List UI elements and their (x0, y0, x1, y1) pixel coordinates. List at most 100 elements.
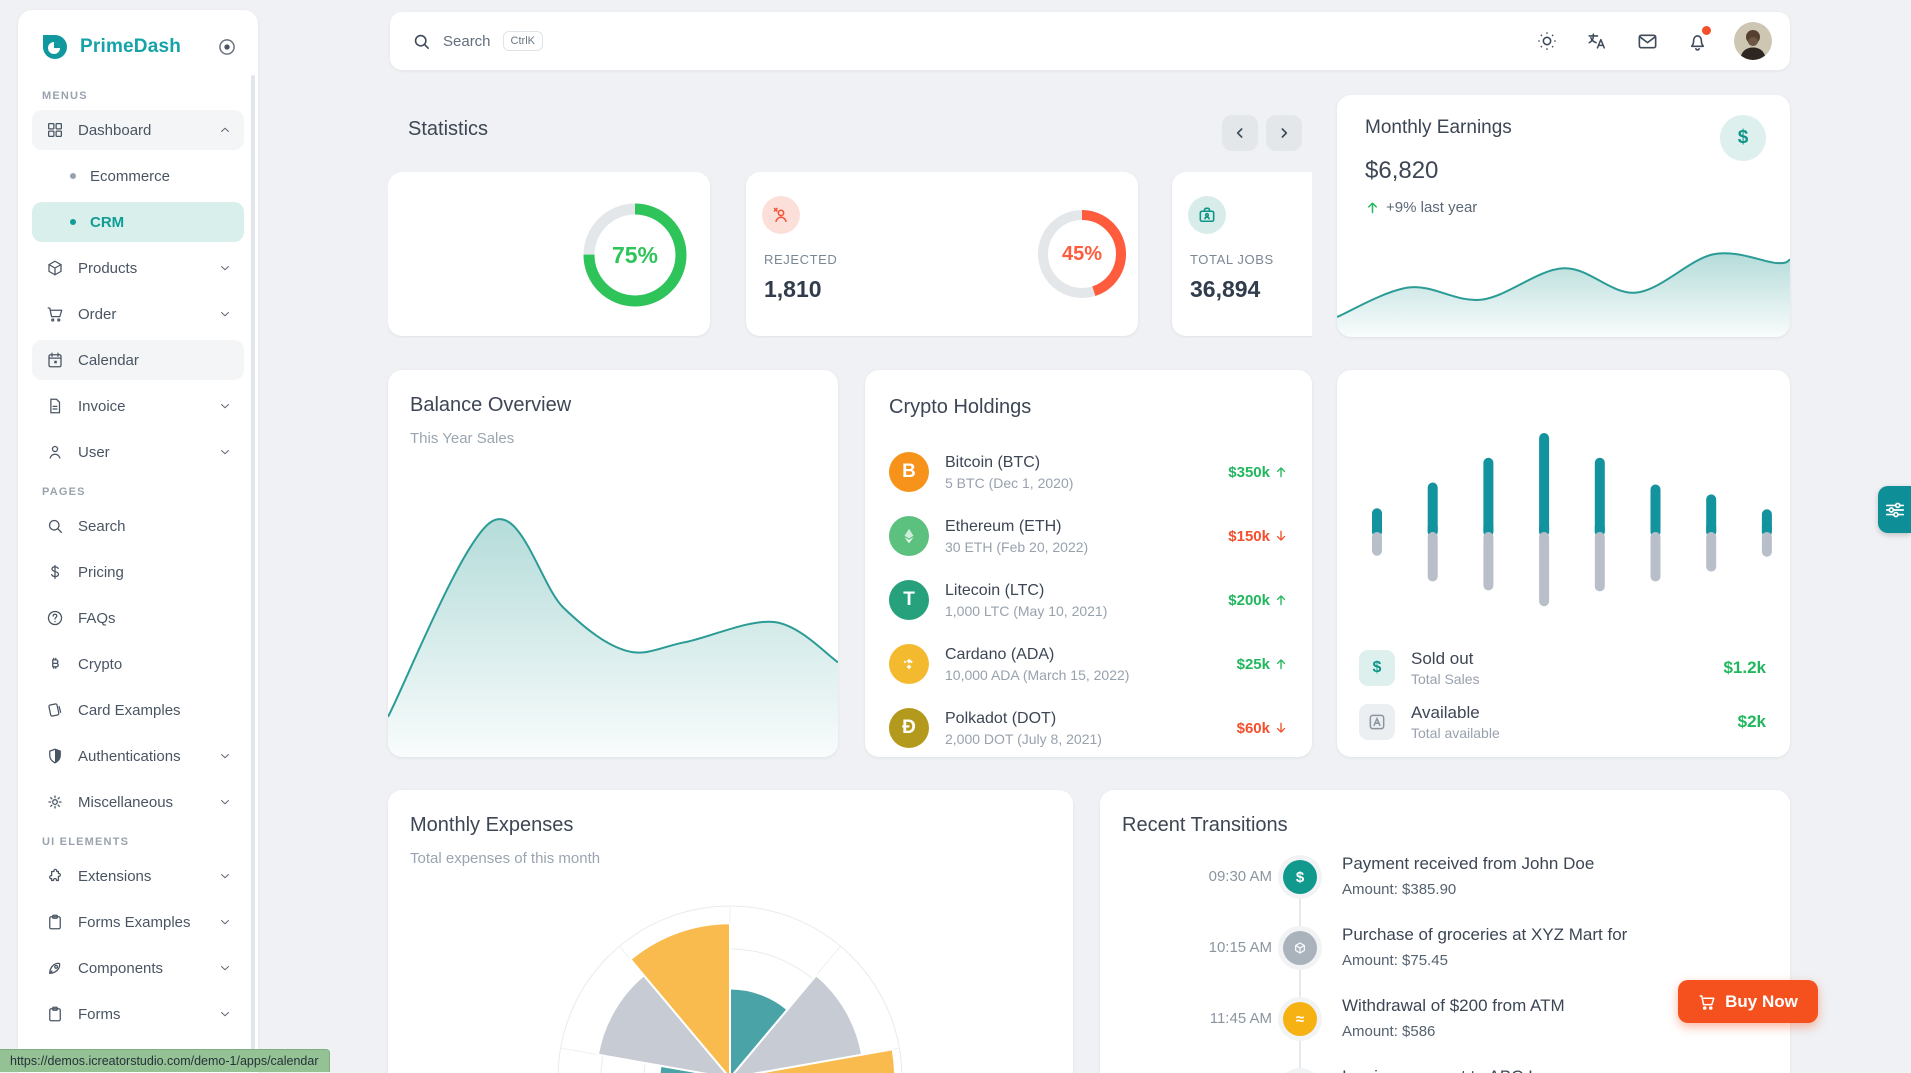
sidebar-menu: MENUS Dashboard Ecommerce CRM Products Order C… (32, 90, 244, 1034)
transition-dollar-icon: $ (1283, 860, 1317, 894)
crypto-value: $25k (1237, 656, 1288, 673)
stat-card-rejected: REJECTED 1,810 45% (746, 172, 1138, 336)
sidebar-item-extensions[interactable]: Extensions (32, 856, 244, 896)
user-icon (46, 443, 64, 461)
crypto-value: $200k (1228, 592, 1288, 609)
global-search[interactable]: Search CtrlK (412, 31, 1530, 51)
sidebar-toggle-icon[interactable] (216, 36, 238, 58)
sidebar-item-crm[interactable]: CRM (32, 202, 244, 242)
inventory-bar-chart (1372, 433, 1772, 607)
file-icon (46, 397, 64, 415)
sidebar-item-products[interactable]: Products (32, 248, 244, 288)
carousel-prev-button[interactable] (1222, 115, 1258, 151)
sidebar-item-pricing[interactable]: Pricing (32, 552, 244, 592)
crypto-row-cardano[interactable]: Cardano (ADA) 10,000 ADA (March 15, 2022)… (889, 632, 1288, 696)
statistics-title: Statistics (408, 118, 489, 140)
avatar[interactable] (1734, 22, 1772, 60)
bullet-icon (70, 219, 76, 225)
sidebar-item-ecommerce[interactable]: Ecommerce (32, 156, 244, 196)
theme-icon[interactable] (1530, 24, 1564, 58)
section-label: PAGES (42, 486, 86, 498)
chevron-down-icon (218, 399, 232, 413)
clipboard-icon (46, 1005, 64, 1023)
crypto-row-bitcoin[interactable]: B Bitcoin (BTC) 5 BTC (Dec 1, 2020) $350k (889, 440, 1288, 504)
rocket-icon (46, 959, 64, 977)
chevron-down-icon (218, 961, 232, 975)
translate-icon[interactable] (1580, 24, 1614, 58)
notifications-icon[interactable] (1680, 24, 1714, 58)
transition-item[interactable]: $ Invoice payment to ABC Inc (1100, 1063, 1790, 1073)
chevron-down-icon (218, 915, 232, 929)
earnings-area-chart (1337, 252, 1790, 337)
sidebar-item-dashboard[interactable]: Dashboard (32, 110, 244, 150)
crypto-value: $350k (1228, 464, 1288, 481)
chevron-down-icon (218, 795, 232, 809)
completion-donut-chart: 75% (580, 200, 690, 310)
crypto-row-ethereum[interactable]: Ethereum (ETH) 30 ETH (Feb 20, 2022) $150… (889, 504, 1288, 568)
shield-icon (46, 747, 64, 765)
expenses-title: Monthly Expenses (410, 814, 574, 836)
crypto-value: $60k (1237, 720, 1288, 737)
sidebar-item-search[interactable]: Search (32, 506, 244, 546)
sidebar-item-authentications[interactable]: Authentications (32, 736, 244, 776)
monthly-earnings-delta: +9% last year (1365, 199, 1477, 216)
transition-cube-icon (1283, 931, 1317, 965)
stat-value: 1,810 (764, 276, 822, 302)
search-shortcut-badge: CtrlK (502, 31, 543, 51)
recent-transitions-card: Recent Transitions 09:30 AM $ Payment re… (1100, 790, 1790, 1073)
crypto-title: Crypto Holdings (889, 396, 1032, 418)
section-label: UI ELEMENTS (42, 836, 130, 848)
search-placeholder: Search (443, 32, 491, 50)
ltc-coin-icon: T (889, 580, 929, 620)
sidebar-item-forms[interactable]: Forms (32, 994, 244, 1034)
crypto-row-polkadot[interactable]: Đ Polkadot (DOT) 2,000 DOT (July 8, 2021)… (889, 696, 1288, 760)
box-icon (46, 259, 64, 277)
gear-icon (46, 793, 64, 811)
chevron-up-icon (218, 123, 232, 137)
grid-icon (46, 121, 64, 139)
transition-item[interactable]: 10:15 AM Purchase of groceries at XYZ Ma… (1100, 921, 1790, 985)
sidebar-item-card-examples[interactable]: Card Examples (32, 690, 244, 730)
sidebar-item-miscellaneous[interactable]: Miscellaneous (32, 782, 244, 822)
cart-icon (1699, 994, 1715, 1010)
puzzle-icon (46, 867, 64, 885)
buy-now-button[interactable]: Buy Now (1678, 980, 1818, 1023)
crypto-row-litecoin[interactable]: T Litecoin (LTC) 1,000 LTC (May 10, 2021)… (889, 568, 1288, 632)
crypto-value: $150k (1228, 528, 1288, 545)
monthly-earnings-title: Monthly Earnings (1365, 117, 1512, 138)
brand: PrimeDash (32, 28, 244, 76)
stat-card-total-jobs: TOTAL JOBS 36,894 (1172, 172, 1312, 336)
available-badge-icon (1359, 704, 1395, 740)
carousel-next-button[interactable] (1266, 115, 1302, 151)
transition-amount: Amount: $586 (1342, 1023, 1436, 1040)
monthly-earnings-card: Monthly Earnings $6,820 +9% last year $ (1337, 95, 1790, 337)
dot-coin-icon: Đ (889, 708, 929, 748)
transition-item[interactable]: 11:45 AM ≈ Withdrawal of $200 from ATM A… (1100, 992, 1790, 1056)
sidebar-item-crypto[interactable]: Crypto (32, 644, 244, 684)
stat-value: 36,894 (1190, 276, 1261, 302)
expenses-subtitle: Total expenses of this month (410, 850, 601, 867)
search-icon (412, 32, 431, 51)
sidebar-item-components[interactable]: Components (32, 948, 244, 988)
brand-name: PrimeDash (80, 36, 182, 57)
monthly-expenses-card: Monthly Expenses Total expenses of this … (388, 790, 1073, 1073)
dollar-icon (46, 563, 64, 581)
sidebar-item-faqs[interactable]: FAQs (32, 598, 244, 638)
sidebar-item-forms-examples[interactable]: Forms Examples (32, 902, 244, 942)
chevron-down-icon (218, 261, 232, 275)
sidebar-item-invoice[interactable]: Invoice (32, 386, 244, 426)
topbar: Search CtrlK (390, 12, 1790, 70)
stat-label: REJECTED (764, 252, 838, 267)
sidebar-scrollbar[interactable] (251, 75, 255, 1060)
sidebar-item-order[interactable]: Order (32, 294, 244, 334)
primedash-logo-icon (40, 32, 70, 62)
help-icon (46, 609, 64, 627)
transition-item[interactable]: 09:30 AM $ Payment received from John Do… (1100, 850, 1790, 914)
transition-time: 11:45 AM (1209, 1010, 1272, 1027)
customizer-button[interactable] (1878, 486, 1911, 533)
mail-icon[interactable] (1630, 24, 1664, 58)
sidebar-item-user[interactable]: User (32, 432, 244, 472)
sidebar-item-calendar[interactable]: Calendar (32, 340, 244, 380)
transition-amount: Amount: $75.45 (1342, 952, 1448, 969)
